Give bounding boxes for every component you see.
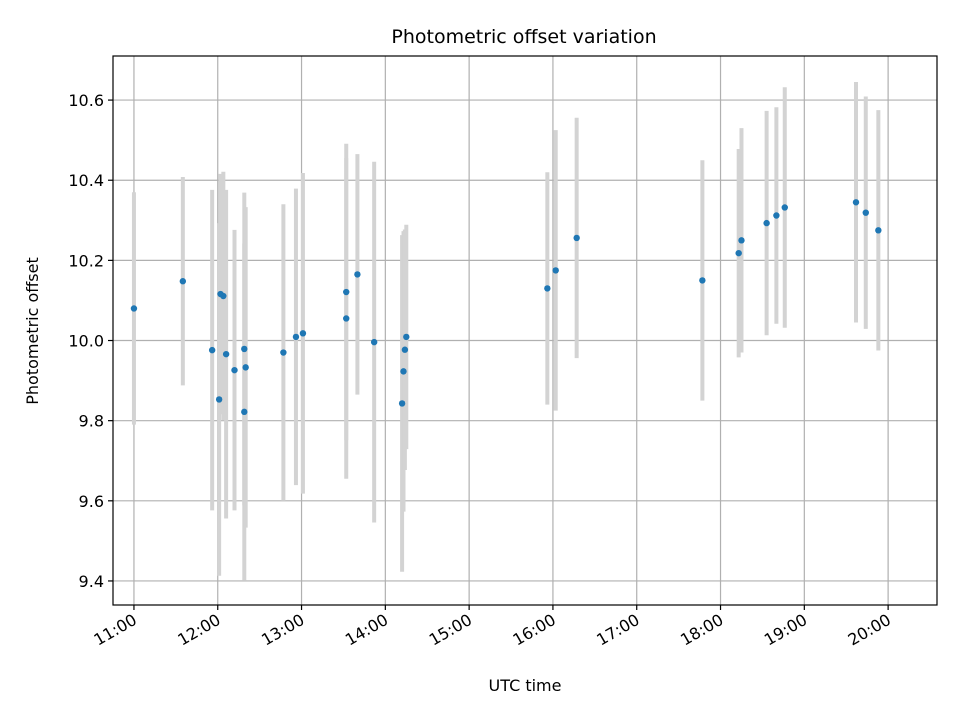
y-tick-label: 10.0 bbox=[68, 332, 104, 351]
data-point bbox=[343, 288, 350, 296]
plot-frame bbox=[112, 55, 938, 606]
data-point bbox=[773, 212, 780, 219]
data-point bbox=[215, 396, 223, 403]
data-point bbox=[299, 330, 307, 337]
data-point bbox=[222, 350, 230, 358]
data-point bbox=[400, 368, 407, 375]
data-point bbox=[242, 364, 249, 371]
data-point bbox=[292, 333, 300, 341]
data-point bbox=[738, 237, 745, 244]
y-axis-title: Photometric offset bbox=[23, 257, 42, 405]
y-tick-label: 9.4 bbox=[79, 572, 104, 591]
y-tick-label: 9.6 bbox=[79, 492, 104, 511]
data-point bbox=[544, 285, 551, 292]
data-point bbox=[573, 234, 580, 242]
data-point bbox=[699, 277, 706, 284]
y-tick-label: 9.8 bbox=[79, 412, 104, 431]
data-point bbox=[875, 227, 882, 234]
data-point bbox=[370, 338, 378, 346]
y-tick-label: 10.6 bbox=[68, 91, 104, 110]
data-point bbox=[280, 349, 287, 356]
data-point bbox=[862, 209, 869, 216]
grid bbox=[113, 56, 937, 605]
data-point bbox=[179, 278, 187, 285]
x-axis-title: UTC time bbox=[489, 676, 562, 695]
data-point bbox=[403, 333, 410, 341]
data-point bbox=[220, 292, 227, 300]
data-point bbox=[343, 315, 350, 322]
data-points bbox=[130, 199, 882, 416]
data-point bbox=[763, 219, 770, 227]
data-point bbox=[130, 305, 138, 312]
y-tick-label: 10.4 bbox=[68, 171, 104, 190]
data-point bbox=[241, 408, 248, 416]
data-point bbox=[354, 271, 361, 278]
y-tick-label: 10.2 bbox=[68, 251, 104, 270]
data-point bbox=[401, 346, 409, 353]
data-point bbox=[208, 346, 216, 354]
data-point bbox=[552, 267, 559, 274]
data-point bbox=[735, 249, 742, 257]
chart-title: Photometric offset variation bbox=[391, 26, 656, 48]
data-point bbox=[398, 400, 406, 407]
data-point bbox=[852, 199, 860, 206]
data-point bbox=[781, 204, 788, 211]
data-point bbox=[241, 345, 248, 353]
data-point bbox=[231, 366, 238, 374]
